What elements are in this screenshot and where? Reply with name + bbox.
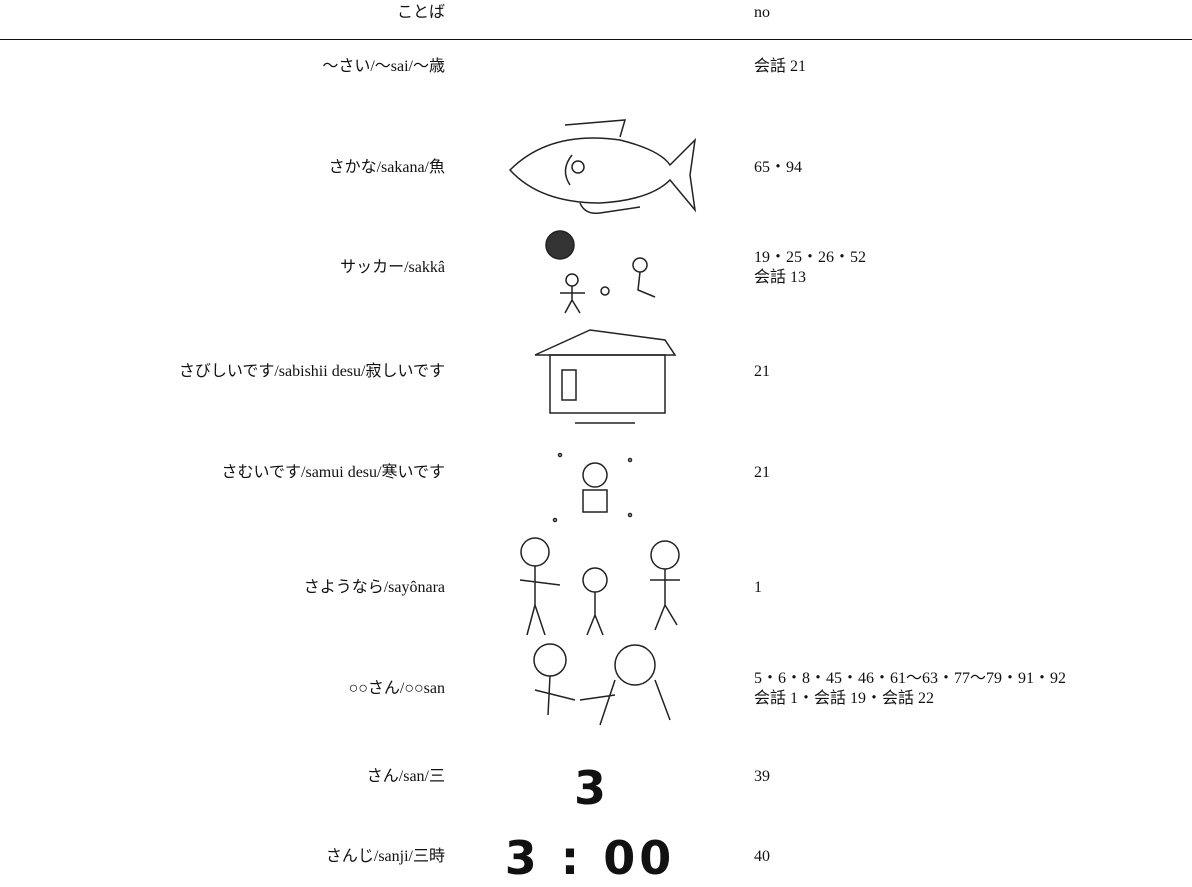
page-numbers: 会話 21 [754, 58, 807, 75]
word: サッカー/sakkâ [340, 259, 445, 276]
page-numbers: 21 [754, 464, 770, 481]
page-numbers: 40 [754, 848, 770, 865]
three-image-text: 3 [573, 761, 606, 815]
word: さかな/sakana/魚 [328, 159, 445, 176]
page-numbers: 21 [754, 363, 770, 380]
page-numbers: 65・94 [754, 159, 803, 176]
word: さん/san/三 [366, 768, 445, 785]
header-word: ことば [396, 4, 445, 21]
page-numbers: 会話 13 [754, 269, 807, 286]
word: さびしいです/sabishii desu/寂しいです [178, 363, 445, 380]
san-sketch [533, 643, 671, 726]
header-rule [0, 39, 1192, 40]
goodbye-sketch [519, 537, 680, 636]
header-no: no [754, 4, 770, 21]
word: さむいです/samui desu/寒いです [221, 464, 445, 481]
page-numbers: 19・25・26・52 [754, 249, 867, 266]
page-numbers: 会話 1・会話 19・会話 22 [754, 690, 935, 707]
page-numbers: 39 [754, 768, 770, 785]
cold-sketch [552, 452, 633, 523]
word: ○○さん/○○san [348, 680, 445, 697]
house-sketch [534, 329, 677, 424]
word: さんじ/sanji/三時 [325, 848, 445, 865]
fish-sketch [508, 119, 697, 215]
three-oclock-image-text: 3 : 00 [504, 831, 676, 885]
soccer-sketch [545, 230, 656, 314]
word: さようなら/sayônara [303, 579, 445, 596]
page-numbers: 1 [754, 579, 762, 596]
word: 〜さい/〜sai/〜歳 [322, 58, 445, 75]
page-numbers: 5・6・8・45・46・61〜63・77〜79・91・92 [754, 670, 1067, 687]
